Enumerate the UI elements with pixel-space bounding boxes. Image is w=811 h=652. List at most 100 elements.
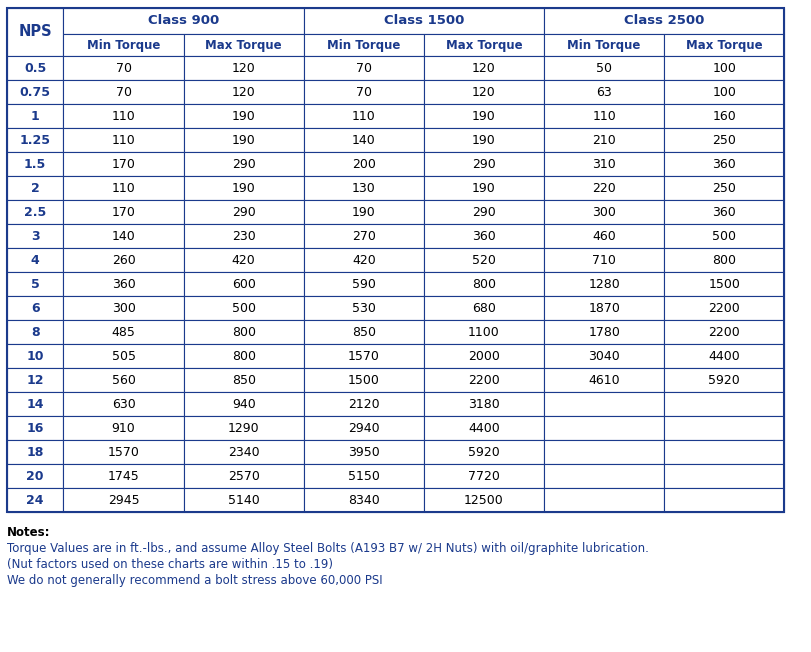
Bar xyxy=(183,152,304,176)
Bar xyxy=(544,176,664,200)
Text: 110: 110 xyxy=(352,110,375,123)
Text: 2120: 2120 xyxy=(348,398,380,411)
Bar xyxy=(183,128,304,152)
Text: Min Torque: Min Torque xyxy=(87,38,161,52)
Text: 190: 190 xyxy=(232,110,255,123)
Text: 170: 170 xyxy=(112,205,135,218)
Text: 500: 500 xyxy=(232,301,255,314)
Bar xyxy=(304,176,424,200)
Bar xyxy=(63,320,183,344)
Text: 5150: 5150 xyxy=(348,469,380,482)
Bar xyxy=(63,272,183,296)
Bar xyxy=(183,440,304,464)
Bar xyxy=(424,488,544,512)
Text: 14: 14 xyxy=(27,398,44,411)
Text: 70: 70 xyxy=(356,85,372,98)
Bar xyxy=(63,440,183,464)
Text: 7720: 7720 xyxy=(468,469,500,482)
Text: 8: 8 xyxy=(31,325,40,338)
Text: 1745: 1745 xyxy=(108,469,139,482)
Text: 250: 250 xyxy=(712,181,736,194)
Text: 16: 16 xyxy=(27,421,44,434)
Bar xyxy=(664,104,784,128)
Bar xyxy=(424,416,544,440)
Text: 4400: 4400 xyxy=(709,349,740,363)
Bar xyxy=(544,224,664,248)
Bar xyxy=(63,128,183,152)
Bar xyxy=(183,248,304,272)
Bar xyxy=(63,80,183,104)
Bar xyxy=(544,296,664,320)
Bar xyxy=(63,248,183,272)
Bar xyxy=(6,368,63,392)
Bar xyxy=(664,248,784,272)
Bar xyxy=(424,34,544,56)
Text: 2570: 2570 xyxy=(228,469,260,482)
Text: 2000: 2000 xyxy=(468,349,500,363)
Bar xyxy=(183,176,304,200)
Text: 1870: 1870 xyxy=(588,301,620,314)
Text: 120: 120 xyxy=(472,85,496,98)
Bar xyxy=(304,80,424,104)
Bar xyxy=(664,392,784,416)
Bar xyxy=(6,8,63,56)
Text: 850: 850 xyxy=(352,325,375,338)
Bar xyxy=(183,296,304,320)
Text: 250: 250 xyxy=(712,134,736,147)
Text: 800: 800 xyxy=(472,278,496,291)
Text: 710: 710 xyxy=(592,254,616,267)
Bar xyxy=(63,224,183,248)
Bar xyxy=(664,464,784,488)
Bar xyxy=(424,224,544,248)
Text: Max Torque: Max Torque xyxy=(446,38,522,52)
Bar xyxy=(6,392,63,416)
Text: 6: 6 xyxy=(31,301,40,314)
Text: Class 2500: Class 2500 xyxy=(624,14,705,27)
Bar xyxy=(63,176,183,200)
Bar xyxy=(6,464,63,488)
Text: 270: 270 xyxy=(352,230,375,243)
Text: 485: 485 xyxy=(112,325,135,338)
Bar xyxy=(664,368,784,392)
Text: 3950: 3950 xyxy=(348,445,380,458)
Bar xyxy=(304,248,424,272)
Bar xyxy=(6,8,784,512)
Text: 120: 120 xyxy=(472,61,496,74)
Text: 2945: 2945 xyxy=(108,494,139,507)
Bar xyxy=(664,224,784,248)
Text: 140: 140 xyxy=(112,230,135,243)
Bar xyxy=(63,368,183,392)
Text: Max Torque: Max Torque xyxy=(205,38,282,52)
Text: 1500: 1500 xyxy=(348,374,380,387)
Text: 630: 630 xyxy=(112,398,135,411)
Bar xyxy=(664,176,784,200)
Bar xyxy=(6,344,63,368)
Bar xyxy=(304,368,424,392)
Text: 24: 24 xyxy=(27,494,44,507)
Bar xyxy=(63,8,304,34)
Text: 210: 210 xyxy=(592,134,616,147)
Text: 800: 800 xyxy=(712,254,736,267)
Bar xyxy=(424,320,544,344)
Bar xyxy=(63,344,183,368)
Text: 260: 260 xyxy=(112,254,135,267)
Text: 600: 600 xyxy=(232,278,255,291)
Bar xyxy=(544,440,664,464)
Text: 4610: 4610 xyxy=(588,374,620,387)
Text: 0.75: 0.75 xyxy=(19,85,50,98)
Bar xyxy=(183,104,304,128)
Bar xyxy=(304,464,424,488)
Text: 10: 10 xyxy=(27,349,44,363)
Text: 360: 360 xyxy=(712,205,736,218)
Bar xyxy=(304,8,544,34)
Text: 3180: 3180 xyxy=(468,398,500,411)
Bar xyxy=(544,248,664,272)
Text: (Nut factors used on these charts are within .15 to .19): (Nut factors used on these charts are wi… xyxy=(6,558,333,571)
Text: 800: 800 xyxy=(232,325,255,338)
Text: 0.5: 0.5 xyxy=(24,61,46,74)
Bar xyxy=(183,392,304,416)
Text: 100: 100 xyxy=(712,85,736,98)
Bar xyxy=(304,392,424,416)
Bar xyxy=(544,128,664,152)
Bar xyxy=(664,416,784,440)
